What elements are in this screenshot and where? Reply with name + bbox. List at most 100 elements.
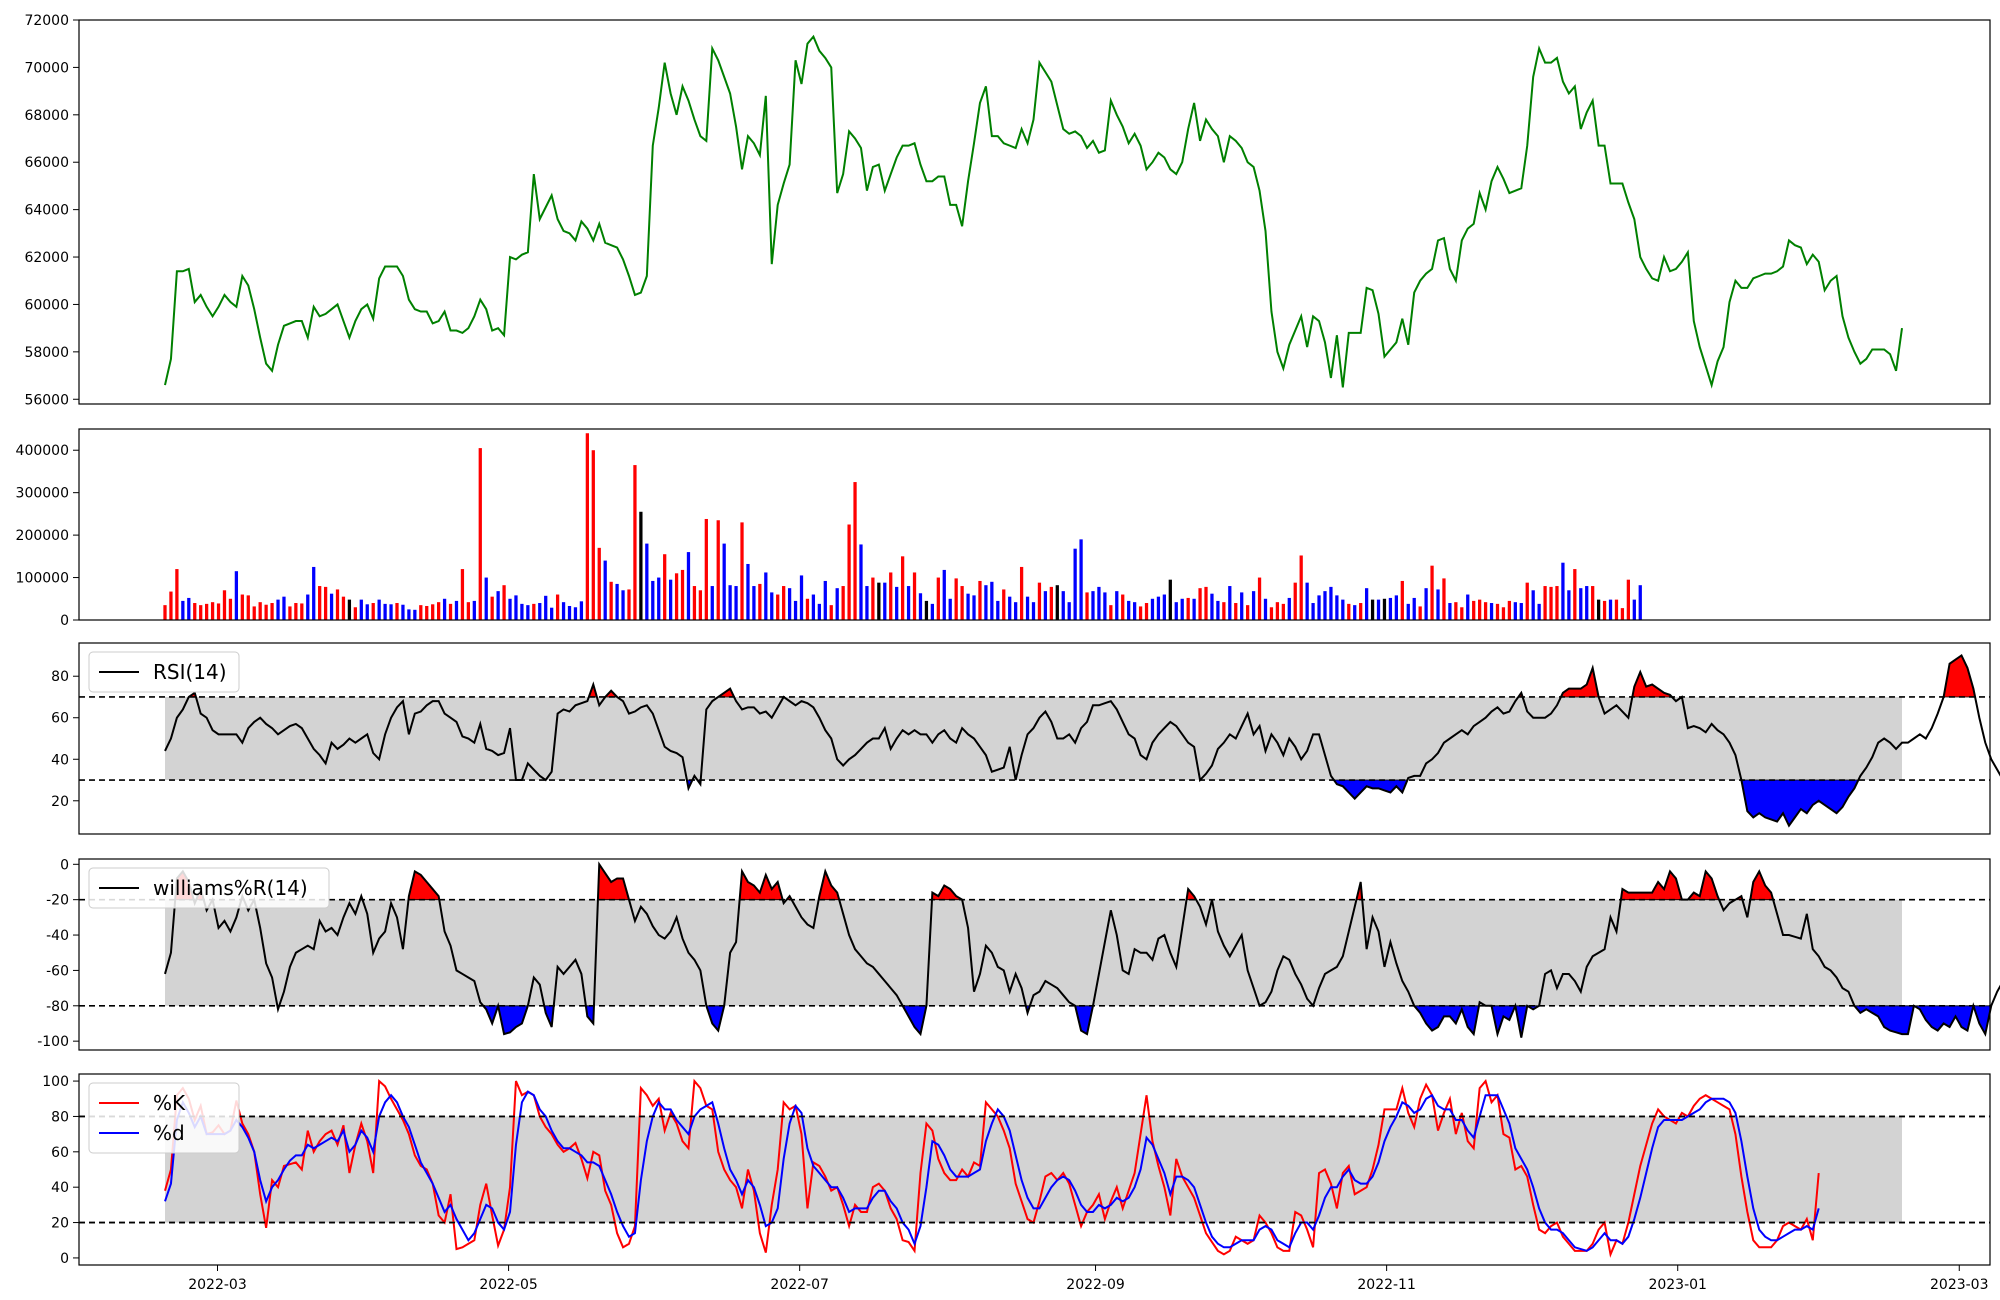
volume-bar (1567, 590, 1571, 620)
volume-bar (1192, 598, 1196, 620)
volume-bar (1311, 603, 1315, 620)
volume-bar (1483, 602, 1488, 620)
x-tick-label: 2022-09 (1066, 1277, 1125, 1293)
volume-bar (669, 579, 673, 620)
volume-bar (401, 604, 405, 620)
volume-bar (1537, 603, 1541, 620)
price-ytick-label: 64000 (24, 203, 69, 219)
x-tick-label: 2022-07 (770, 1277, 829, 1293)
volume-bar (651, 580, 655, 620)
rsi-band (165, 696, 1902, 781)
volume-bar (181, 600, 185, 620)
williams-oversold-fill (1912, 1005, 1974, 1032)
volume-bar (1400, 580, 1404, 620)
volume-bar (1031, 602, 1036, 620)
volume-bar (883, 582, 887, 620)
volume-bar (1489, 603, 1494, 620)
volume-bar (942, 569, 946, 620)
rsi-ytick-label: 60 (51, 711, 69, 727)
volume-bar (1632, 599, 1636, 620)
price-ytick-label: 72000 (24, 13, 69, 29)
price-ytick-label: 58000 (24, 345, 69, 361)
volume-bar (912, 572, 917, 620)
volume-bar (264, 604, 268, 620)
volume-bar (252, 606, 256, 620)
volume-bar (1210, 593, 1214, 620)
volume-bar (1442, 578, 1446, 620)
volume-bar (865, 586, 869, 620)
volume-bar (1204, 586, 1208, 620)
volume-bar (1614, 599, 1619, 620)
volume-bar (318, 586, 322, 620)
volume-bar (972, 595, 976, 620)
volume-bar (419, 605, 423, 620)
volume-bar (561, 602, 566, 620)
volume-bar (698, 590, 703, 620)
volume-bar (544, 595, 548, 620)
volume-bar (722, 543, 726, 620)
volume-bar (627, 589, 631, 620)
volume-bar (758, 583, 762, 620)
volume-bar (1287, 597, 1291, 620)
volume-bar (502, 585, 506, 620)
stochastic-legend-label: %d (153, 1121, 185, 1145)
volume-bar (948, 598, 952, 620)
volume-bar (603, 560, 607, 620)
volume-bar (199, 605, 203, 620)
volume-bar (288, 606, 292, 620)
volume-bar (1323, 591, 1327, 620)
volume-bar (1162, 594, 1166, 620)
volume-bar (877, 582, 881, 620)
volume-bar (918, 593, 923, 620)
volume-bar (246, 595, 250, 620)
volume-bar (716, 520, 720, 620)
volume-bar (1555, 586, 1559, 620)
volume-bar (1132, 602, 1137, 620)
volume-bar (466, 602, 471, 620)
volume-bar (205, 603, 209, 620)
volume-bar (871, 577, 875, 620)
volume-bar (1359, 603, 1363, 620)
volume-bar (1275, 602, 1280, 620)
rsi-panel: 20 40 60 80 RSI(14) (51, 642, 2000, 835)
volume-bar (1638, 585, 1642, 620)
volume-bar (335, 589, 340, 620)
price-ytick-label: 62000 (24, 250, 69, 266)
volume-bar (1002, 589, 1006, 620)
volume-bar (1406, 603, 1410, 620)
volume-bar (520, 603, 524, 620)
volume-bar (1430, 565, 1434, 620)
volume-bar (222, 590, 227, 620)
volume-bar (1561, 562, 1565, 620)
williams-frame (78, 858, 1991, 1051)
date-axis: 2022-03 2022-05 2022-07 2022-09 2022-11 2023-… (188, 1265, 1989, 1293)
volume-bar (1008, 596, 1012, 620)
williams-overbought-fill (739, 870, 784, 901)
volume-bar (847, 524, 851, 620)
volume-bar (764, 572, 768, 620)
volume-bar (282, 596, 286, 620)
volume-bar (1436, 589, 1440, 620)
stochastic-panel: 0 20 40 60 80 100 %K %d (42, 1073, 1991, 1267)
volume-bar (413, 609, 417, 620)
rsi-legend (88, 651, 240, 693)
volume-bar (1525, 582, 1529, 620)
volume-bar (1019, 566, 1024, 620)
volume-bar (300, 603, 304, 620)
volume-bar (1591, 586, 1595, 620)
volume-bar (1180, 598, 1184, 620)
volume-bar (448, 603, 453, 620)
volume-bar (734, 586, 738, 620)
williams-ytick-label: -60 (46, 963, 69, 979)
volume-bar (1448, 603, 1452, 620)
volume-bar (1198, 588, 1202, 620)
volume-bar (960, 586, 964, 620)
williams-ytick-label: -20 (46, 893, 69, 909)
volume-bar (823, 580, 827, 620)
volume-bar (954, 578, 958, 620)
volume-bar (1121, 594, 1125, 620)
price-ytick-label: 60000 (24, 297, 69, 313)
volume-bar (1347, 603, 1351, 620)
volume-bar (1466, 594, 1470, 620)
williams-band (165, 899, 1902, 1006)
